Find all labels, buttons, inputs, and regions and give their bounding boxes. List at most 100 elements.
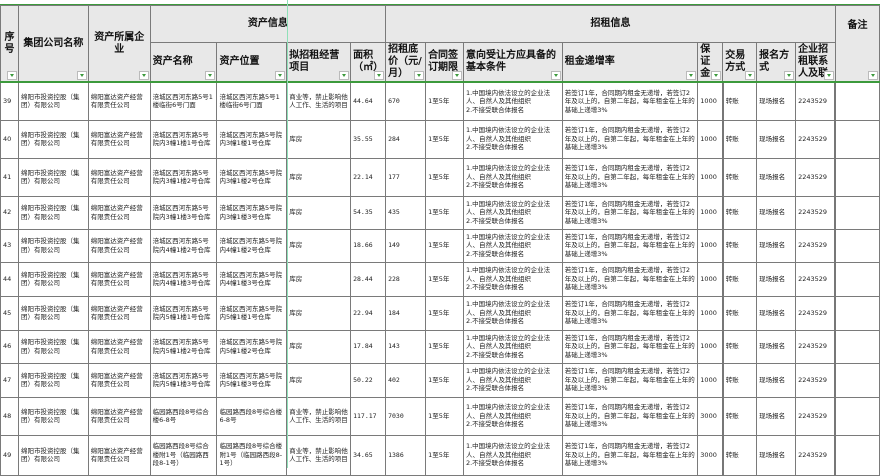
cell-base-price[interactable]: 7030 — [385, 396, 427, 436]
cell-seq[interactable]: 47 — [0, 362, 19, 398]
filter-dropdown-icon[interactable] — [745, 71, 756, 80]
cell-trade-method[interactable]: 转账 — [722, 261, 758, 297]
cell-contact[interactable]: 2243529 — [795, 157, 837, 197]
cell-owner-enterprise[interactable]: 绵阳富达资产经营有限责任公司 — [87, 195, 151, 230]
cell-bidder-conditions[interactable]: 1.中国境内依法设立的企业法人、自然人及其他组织 2.不接受联合体报名 — [462, 81, 563, 121]
cell-bidder-conditions[interactable]: 1.中国境内依法设立的企业法人、自然人及其他组织 2.不接受联合体报名 — [462, 329, 563, 364]
cell-signup-method[interactable]: 现场报名 — [756, 434, 797, 476]
cell-trade-method[interactable]: 转账 — [722, 157, 758, 197]
filter-dropdown-icon[interactable] — [868, 71, 878, 80]
cell-remark[interactable] — [834, 295, 880, 331]
cell-signup-method[interactable]: 现场报名 — [756, 261, 797, 297]
filter-dropdown-icon[interactable] — [711, 71, 722, 80]
cell-asset-name[interactable]: 涪城区西河东路5号院内3幢1楼1号仓库 — [149, 119, 218, 159]
cell-contract-term[interactable]: 1至5年 — [425, 329, 464, 364]
cell-base-price[interactable]: 184 — [385, 295, 427, 331]
cell-business-scope[interactable]: 库房 — [286, 261, 352, 297]
cell-asset-location[interactable]: 临园路西段8号综合楼附1号（临园路西段8-1号） — [216, 434, 288, 476]
cell-base-price[interactable]: 670 — [385, 81, 427, 121]
cell-seq[interactable]: 43 — [0, 228, 19, 263]
cell-rent-increase[interactable]: 若签订1年，合同期内租金无递增，若签订2年及以上的，自第二年起，每年租金在上年的… — [561, 195, 699, 230]
header-base-price[interactable]: 招租底价（元/月） — [385, 42, 427, 83]
cell-bidder-conditions[interactable]: 1.中国境内依法设立的企业法人、自然人及其他组织 2.不接受联合体报名 — [462, 434, 563, 476]
cell-base-price[interactable]: 1386 — [385, 434, 427, 476]
cell-deposit[interactable]: 1000 — [697, 81, 724, 121]
cell-group-company[interactable]: 绵阳市投资控股（集团）有限公司 — [17, 396, 89, 436]
cell-rent-increase[interactable]: 若签订1年，合同期内租金无递增，若签订2年及以上的，自第二年起，每年租金在上年的… — [561, 157, 699, 197]
cell-contract-term[interactable]: 1至5年 — [425, 396, 464, 436]
cell-asset-location[interactable]: 涪城区西河东路5号院内3幢1楼2号仓库 — [216, 157, 288, 197]
header-area[interactable]: 面积（㎡） — [350, 42, 387, 83]
cell-rent-increase[interactable]: 若签订1年，合同期内租金无递增，若签订2年及以上的，自第二年起，每年租金在上年的… — [561, 362, 699, 398]
filter-dropdown-icon[interactable] — [550, 71, 561, 80]
cell-group-company[interactable]: 绵阳市投资控股（集团）有限公司 — [17, 157, 89, 197]
cell-business-scope[interactable]: 库房 — [286, 362, 352, 398]
cell-asset-name[interactable]: 涪城区西河东路5号院内3幢1楼2号仓库 — [149, 157, 218, 197]
filter-dropdown-icon[interactable] — [76, 71, 87, 80]
cell-rent-increase[interactable]: 若签订1年，合同期内租金无递增，若签订2年及以上的，自第二年起，每年租金在上年的… — [561, 81, 699, 121]
cell-remark[interactable] — [834, 362, 880, 398]
header-asset-name[interactable]: 资产名称 — [149, 42, 218, 83]
cell-contact[interactable]: 2243529 — [795, 261, 837, 297]
cell-asset-location[interactable]: 临园路西段8号综合楼6-8号 — [216, 396, 288, 436]
cell-seq[interactable]: 41 — [0, 157, 19, 197]
filter-dropdown-icon[interactable] — [6, 71, 17, 80]
cell-owner-enterprise[interactable]: 绵阳富达资产经营有限责任公司 — [87, 329, 151, 364]
cell-asset-location[interactable]: 涪城区西河东路5号院内4幢1楼2号仓库 — [216, 228, 288, 263]
cell-business-scope[interactable]: 商业等，禁止影响他人工作、生活的项目 — [286, 434, 352, 476]
cell-deposit[interactable]: 3000 — [697, 396, 724, 436]
cell-asset-name[interactable]: 涪城区西河东路5号院内5幢1楼1号仓库 — [149, 295, 218, 331]
cell-contract-term[interactable]: 1至5年 — [425, 261, 464, 297]
cell-area[interactable]: 28.44 — [350, 261, 387, 297]
cell-trade-method[interactable]: 转账 — [722, 195, 758, 230]
cell-seq[interactable]: 39 — [0, 81, 19, 121]
cell-signup-method[interactable]: 现场报名 — [756, 396, 797, 436]
cell-area[interactable]: 18.66 — [350, 228, 387, 263]
cell-group-company[interactable]: 绵阳市投资控股（集团）有限公司 — [17, 329, 89, 364]
cell-owner-enterprise[interactable]: 绵阳富达资产经营有限责任公司 — [87, 81, 151, 121]
cell-business-scope[interactable]: 库房 — [286, 119, 352, 159]
cell-contract-term[interactable]: 1至5年 — [425, 119, 464, 159]
cell-area[interactable]: 50.22 — [350, 362, 387, 398]
cell-asset-location[interactable]: 涪城区西河东路5号院内5幢1楼3号仓库 — [216, 362, 288, 398]
cell-remark[interactable] — [834, 434, 880, 476]
cell-seq[interactable]: 44 — [0, 261, 19, 297]
cell-deposit[interactable]: 1000 — [697, 195, 724, 230]
header-seq[interactable]: 序号 — [0, 5, 19, 83]
header-contact[interactable]: 企业招租联系人及联 — [795, 42, 836, 83]
cell-base-price[interactable]: 177 — [385, 157, 427, 197]
cell-asset-name[interactable]: 涪城区西河东路5号1楼临街6号门面 — [149, 81, 218, 121]
cell-area[interactable]: 22.14 — [350, 157, 387, 197]
cell-base-price[interactable]: 284 — [385, 119, 427, 159]
cell-rent-increase[interactable]: 若签订1年，合同期内租金无递增，若签订2年及以上的，自第二年起，每年租金在上年的… — [561, 261, 699, 297]
cell-asset-location[interactable]: 涪城区西河东路5号院内5幢1楼2号仓库 — [216, 329, 288, 364]
cell-trade-method[interactable]: 转账 — [722, 362, 758, 398]
header-contract-term[interactable]: 合同签订期限 — [425, 42, 464, 83]
cell-deposit[interactable]: 1000 — [697, 228, 724, 263]
cell-base-price[interactable]: 435 — [385, 195, 427, 230]
cell-contract-term[interactable]: 1至5年 — [425, 81, 464, 121]
cell-group-company[interactable]: 绵阳市投资控股（集团）有限公司 — [17, 228, 89, 263]
header-deposit[interactable]: 保证金 — [697, 42, 724, 83]
cell-remark[interactable] — [834, 261, 880, 297]
header-business-scope[interactable]: 拟招租经营项目 — [286, 42, 352, 83]
cell-signup-method[interactable]: 现场报名 — [756, 329, 797, 364]
cell-asset-name[interactable]: 涪城区西河东路5号院内4幢1楼3号仓库 — [149, 261, 218, 297]
cell-contact[interactable]: 2243529 — [795, 396, 837, 436]
filter-dropdown-icon[interactable] — [686, 71, 697, 80]
cell-contract-term[interactable]: 1至5年 — [425, 362, 464, 398]
cell-bidder-conditions[interactable]: 1.中国境内依法设立的企业法人、自然人及其他组织 2.不接受联合体报名 — [462, 157, 563, 197]
cell-rent-increase[interactable]: 若签订1年，合同期内租金无递增，若签订2年及以上的，自第二年起，每年租金在上年的… — [561, 329, 699, 364]
cell-base-price[interactable]: 149 — [385, 228, 427, 263]
cell-owner-enterprise[interactable]: 绵阳富达资产经营有限责任公司 — [87, 396, 151, 436]
cell-contact[interactable]: 2243529 — [795, 195, 837, 230]
cell-seq[interactable]: 46 — [0, 329, 19, 364]
cell-deposit[interactable]: 3000 — [697, 434, 724, 476]
cell-base-price[interactable]: 143 — [385, 329, 427, 364]
filter-dropdown-icon[interactable] — [823, 71, 834, 80]
cell-asset-name[interactable]: 涪城区西河东路5号院内5幢1楼3号仓库 — [149, 362, 218, 398]
cell-area[interactable]: 44.64 — [350, 81, 387, 121]
cell-signup-method[interactable]: 现场报名 — [756, 119, 797, 159]
cell-owner-enterprise[interactable]: 绵阳富达资产经营有限责任公司 — [87, 228, 151, 263]
header-group-company[interactable]: 集团公司名称 — [17, 5, 89, 83]
